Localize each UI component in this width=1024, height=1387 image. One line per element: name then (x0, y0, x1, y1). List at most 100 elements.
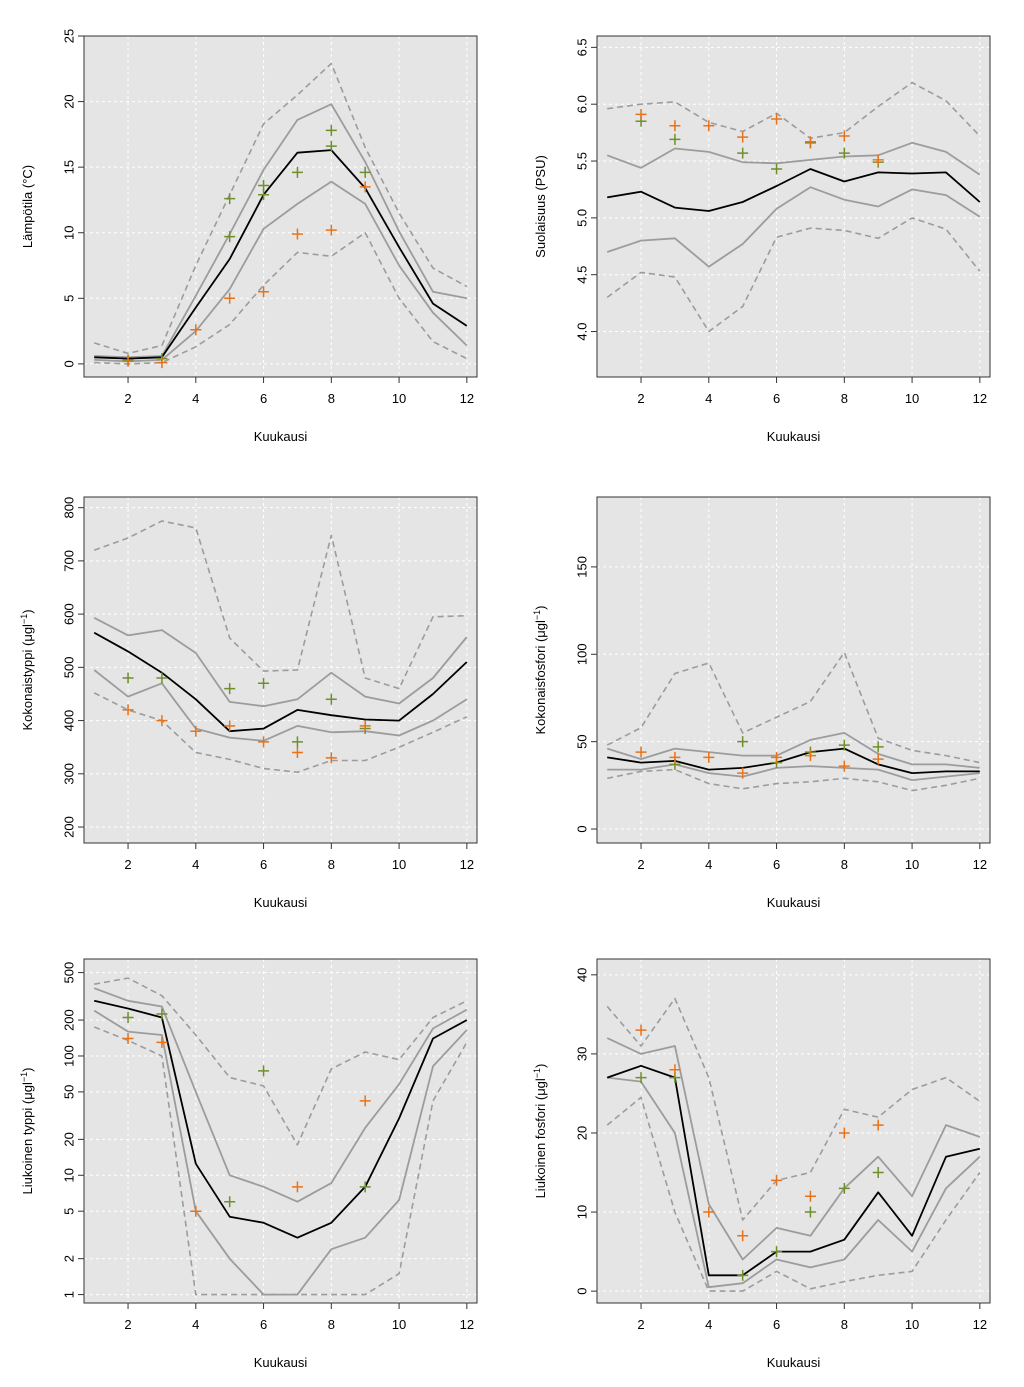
observation-green-point (872, 741, 884, 753)
observation-green-point (122, 672, 134, 684)
extreme-high-line (606, 997, 981, 1221)
observation-orange-point (359, 181, 371, 193)
plot-background (597, 36, 990, 377)
observation-orange-point (872, 154, 884, 166)
observation-orange-point (156, 1036, 168, 1048)
y-tick-label: 100 (574, 643, 589, 665)
observation-orange-point (156, 715, 168, 727)
y-tick-label: 25 (61, 29, 76, 43)
y-tick-label: 6.5 (574, 38, 589, 56)
x-tick-label: 2 (124, 857, 131, 872)
plot-background (597, 959, 990, 1303)
x-tick-label: 8 (328, 1317, 335, 1332)
observation-orange-point (122, 355, 134, 367)
chart-panel-dissolved-phosphorus: 2 4 6 8 10 12 0 10 20 30 40 Kuukausi Liukoinen fosfo… (532, 958, 991, 1370)
median-line (94, 999, 468, 1239)
observation-green-point (771, 1246, 783, 1258)
x-axis-label: Kuukausi (254, 895, 308, 910)
y-tick-label: 50 (61, 1085, 76, 1099)
observation-green-point (325, 124, 337, 136)
x-tick-label: 6 (773, 391, 780, 406)
extreme-low-line (94, 231, 468, 365)
x-tick-label: 12 (973, 391, 987, 406)
median-line (93, 631, 468, 733)
y-tick-label: 30 (574, 1047, 589, 1061)
x-tick-label: 6 (773, 857, 780, 872)
chart-panel-total-phosphorus: 2 4 6 8 10 12 0 50 100 150 Kuukausi Kokonaisfosfori… (532, 496, 991, 910)
observation-green-point (156, 672, 168, 684)
observation-orange-point (156, 357, 168, 369)
observation-orange-point (224, 720, 236, 732)
y-tick-label: 300 (61, 763, 76, 785)
y-tick-label: 400 (61, 710, 76, 732)
x-tick-label: 4 (192, 857, 199, 872)
y-axis-label-text: Lämpötila (°C) (20, 165, 35, 248)
plot-background (84, 36, 477, 377)
observation-orange-point (737, 1230, 749, 1242)
observation-orange-point (190, 324, 202, 336)
quartile-high-line (606, 732, 980, 769)
quartile-low-line (93, 669, 468, 742)
quartile-low-line (93, 1009, 468, 1296)
observation-orange-point (771, 1174, 783, 1186)
x-tick-label: 12 (973, 1317, 987, 1332)
observation-orange-point (122, 704, 134, 716)
plot-frame (596, 496, 991, 844)
y-axis-label: Kokonaistyppi (μgl−1) (19, 609, 35, 730)
x-tick-label: 4 (192, 391, 199, 406)
y-tick-label: 600 (61, 603, 76, 625)
chart-panel-dissolved-nitrogen: 2 4 6 8 10 12125102050100200500KuukausiLiukoi… (19, 958, 478, 1370)
plot-background (84, 497, 477, 843)
y-tick-label: 50 (574, 734, 589, 748)
x-tick-label: 8 (841, 1317, 848, 1332)
extreme-low-line (607, 768, 980, 792)
observation-green-point (737, 1269, 749, 1281)
y-tick-label: 700 (61, 550, 76, 572)
observation-green-point (122, 1012, 134, 1024)
y-axis-label-superscript: −1 (19, 1072, 29, 1082)
observation-orange-point (291, 747, 303, 759)
y-tick-label: 5 (61, 1208, 76, 1215)
observation-green-point (804, 1206, 816, 1218)
y-tick-label: 0 (61, 360, 76, 367)
median-line (607, 747, 980, 774)
y-tick-label: 4.5 (574, 266, 589, 284)
observation-green-point (635, 1072, 647, 1084)
observation-green-point (872, 1167, 884, 1179)
observation-orange-point (359, 1095, 371, 1107)
extreme-high-line (607, 81, 981, 140)
observation-orange-point (669, 1064, 681, 1076)
y-axis-label-text: Liukoinen typpi (μgl (20, 1082, 35, 1194)
x-tick-label: 12 (973, 857, 987, 872)
x-tick-label: 2 (124, 391, 131, 406)
x-axis-label: Kuukausi (767, 1355, 821, 1370)
observation-orange-point (669, 120, 681, 132)
chart-panel-temperature: 2 4 6 8 10 12 0 5 10 15 20 25 Kuukausi Lämpötila (°C) (20, 29, 478, 444)
observation-green-point (359, 1181, 371, 1193)
y-tick-label: 1 (61, 1291, 76, 1298)
observation-green-point (838, 739, 850, 751)
x-tick-label: 8 (841, 857, 848, 872)
x-axis-label: Kuukausi (767, 895, 821, 910)
y-tick-label: 0 (574, 825, 589, 832)
y-tick-label: 20 (574, 1126, 589, 1140)
x-tick-label: 10 (392, 857, 406, 872)
plot-frame (83, 35, 478, 378)
y-tick-label: 40 (574, 968, 589, 982)
observation-orange-point (737, 131, 749, 143)
x-tick-label: 2 (637, 391, 644, 406)
y-tick-label: 10 (574, 1205, 589, 1219)
observation-orange-point (359, 720, 371, 732)
y-axis-label: Liukoinen fosfori (μgl−1) (532, 1064, 548, 1199)
x-tick-label: 8 (328, 857, 335, 872)
y-tick-label: 6.0 (574, 95, 589, 113)
y-axis-label-text: Liukoinen fosfori (μgl (533, 1078, 548, 1198)
y-tick-label: 0 (574, 1288, 589, 1295)
y-axis-label: Suolaisuus (PSU) (533, 155, 548, 258)
y-tick-label: 150 (574, 556, 589, 578)
observation-orange-point (325, 752, 337, 764)
observation-green-point (737, 147, 749, 159)
x-tick-label: 12 (460, 857, 474, 872)
quartile-high-line (93, 987, 468, 1203)
observation-orange-point (771, 751, 783, 763)
